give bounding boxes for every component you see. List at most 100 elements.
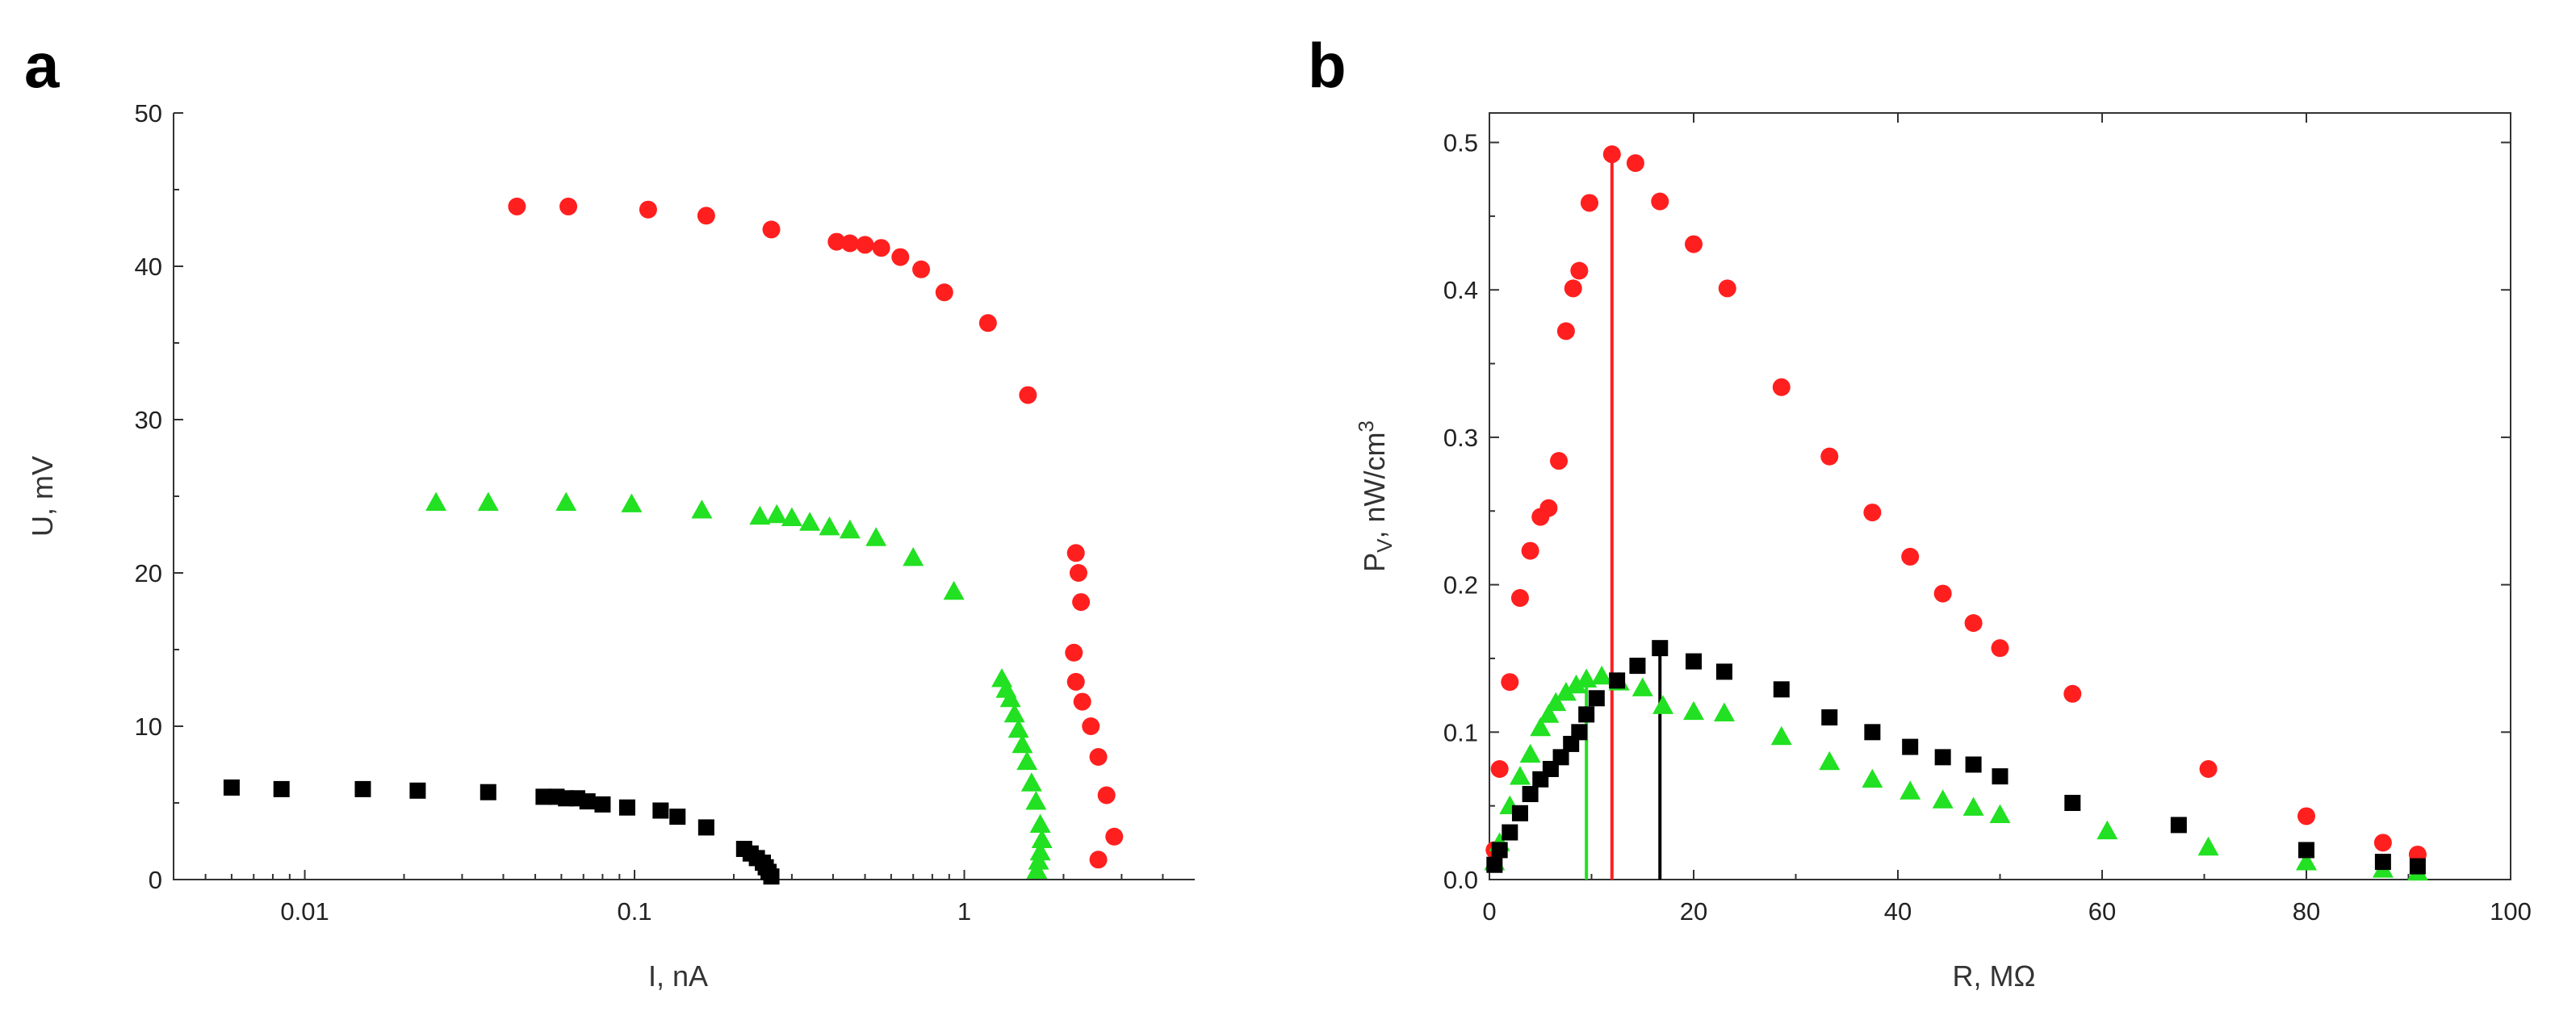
panel-b-y-tick-label: 0.3	[1443, 424, 1478, 452]
panel-a-point-red	[1089, 748, 1108, 766]
panel-a-point-red	[1089, 851, 1108, 869]
panel-a-point-green	[1020, 772, 1042, 792]
panel-b-ylabel-sup: 3	[1354, 420, 1378, 432]
panel-b-point-green	[1530, 717, 1552, 737]
panel-a-y-tick-label: 10	[135, 713, 162, 741]
panel-a-point-red	[1105, 827, 1124, 846]
panel-b-point-green	[1519, 743, 1541, 763]
panel-b-point-black	[1609, 672, 1626, 689]
panel-b-y-tick-label: 0.1	[1443, 718, 1478, 746]
panel-a-y-tick-label: 50	[135, 99, 162, 127]
panel-b-point-black	[1686, 653, 1702, 670]
panel-b-point-green	[1576, 668, 1598, 688]
panel-a-point-green	[819, 516, 840, 536]
panel-b-point-red	[1964, 614, 1983, 633]
panel-b-point-black	[1992, 768, 2008, 785]
panel-a-point-black	[618, 799, 635, 816]
panel-b-x-tick-label: 100	[2490, 897, 2532, 926]
panel-b-y-tick-label: 0.5	[1443, 129, 1478, 157]
panel-a-xlabel: I, nA	[648, 959, 708, 993]
panel-b-point-green	[1555, 681, 1577, 701]
panel-a-point-red	[697, 207, 715, 225]
panel-b-point-green	[2096, 820, 2118, 840]
panel-a-ylabel: U, mV	[26, 456, 59, 537]
panel-b-point-black	[1571, 724, 1588, 741]
panel-a-point-red	[1019, 386, 1037, 404]
panel-b-xlabel: R, MΩ	[1953, 959, 2036, 993]
panel-a-x-tick-label: 0.01	[280, 897, 329, 926]
panel-b-point-red	[2373, 834, 2392, 852]
panel-a-y-tick-label: 0	[149, 866, 162, 894]
panel-b-point-green	[1989, 804, 2011, 824]
panel-b-point-green	[1565, 674, 1587, 694]
panel-b-x-ticks: 0 20 40 60 80 100	[1482, 113, 2532, 926]
panel-a-point-red	[639, 200, 657, 219]
panel-a-point-red	[762, 220, 781, 239]
panel-b-point-black	[1902, 738, 1919, 755]
panel-a-point-green	[691, 499, 713, 519]
panel-b-point-red	[1539, 499, 1558, 517]
panel-a-point-green	[1031, 829, 1053, 848]
panel-a-point-green	[991, 668, 1013, 688]
panel-a-x-tick-label: 0.1	[617, 897, 651, 926]
panel-a-point-red	[856, 236, 874, 254]
panel-a-point-green	[865, 527, 887, 546]
panel-b-point-red	[1651, 192, 1669, 211]
panel-a-point-black	[652, 802, 669, 819]
panel-b-point-red	[1556, 322, 1575, 341]
panel-a-points	[223, 197, 1124, 885]
panel-b-point-green	[1545, 692, 1567, 712]
panel-a-point-green	[1029, 841, 1051, 861]
panel-b-point-black	[1552, 749, 1569, 766]
panel-a: a 0 10 20 30 40 50 0.01 0.1 1 I, nA U, mV	[24, 30, 1195, 993]
panel-a-point-red	[559, 197, 578, 215]
panel-a-point-red	[827, 232, 846, 251]
panel-b-point-black	[1715, 663, 1732, 680]
panel-b-point-black	[1864, 724, 1881, 741]
panel-a-point-green	[1016, 750, 1038, 771]
panel-a-y-tick-label: 40	[135, 253, 162, 281]
panel-a-point-green	[621, 493, 643, 512]
panel-b-x-tick-label: 0	[1482, 897, 1496, 926]
panel-b-y-tick-label: 0.4	[1443, 276, 1478, 304]
panel-a-point-green	[477, 491, 499, 511]
panel-b-point-black	[1821, 709, 1838, 726]
panel-a-y-tick-label: 30	[135, 406, 162, 434]
panel-b-point-red	[1521, 541, 1539, 560]
panel-b-point-black	[2374, 854, 2391, 871]
panel-b-point-black	[1629, 658, 1646, 675]
panel-b-point-black	[1486, 856, 1503, 873]
panel-b-point-black	[1491, 842, 1508, 859]
panel-b-point-green	[1932, 789, 1954, 809]
panel-a-point-red	[935, 283, 953, 302]
panel-b-point-green	[1509, 766, 1531, 785]
panel-b-point-green	[1631, 677, 1653, 696]
panel-b-point-green	[1900, 780, 1921, 800]
panel-b-point-red	[1772, 378, 1791, 396]
panel-a-y-ticks: 0 10 20 30 40 50	[135, 99, 183, 894]
panel-b-point-red	[1550, 452, 1569, 470]
panel-a-point-black	[354, 780, 371, 797]
panel-b-point-red	[1933, 584, 1952, 603]
panel-a-point-black	[480, 784, 496, 800]
panel-b-point-green	[2197, 836, 2219, 856]
panel-a-point-green	[903, 547, 924, 566]
panel-a-axes-frame	[173, 113, 1195, 880]
panel-b-y-tick-label: 0.2	[1443, 571, 1478, 600]
panel-b-point-red	[2297, 807, 2315, 825]
panel-b-point-black	[1578, 706, 1595, 723]
panel-a-point-black	[273, 780, 290, 797]
panel-a-point-black	[669, 809, 686, 825]
panel-a-label: a	[24, 30, 60, 101]
panel-b-point-black	[2170, 817, 2187, 834]
panel-b-optimum-lines	[1585, 154, 1662, 880]
panel-b-point-black	[1511, 805, 1528, 821]
panel-b-point-red	[1490, 759, 1509, 778]
panel-a-point-red	[978, 314, 997, 332]
panel-b-point-black	[1522, 786, 1539, 803]
panel-a-point-red	[1073, 692, 1091, 711]
panel-b-point-green	[1683, 700, 1704, 721]
panel-a-point-red	[1066, 544, 1085, 562]
panel-a-point-red	[1069, 564, 1087, 582]
